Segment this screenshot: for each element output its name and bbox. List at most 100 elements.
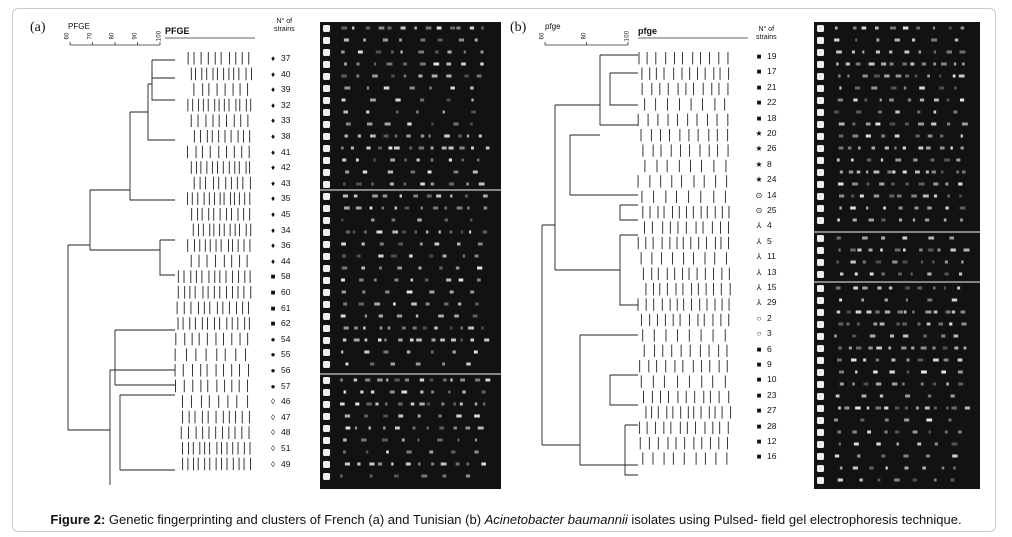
- gel-band: [438, 314, 444, 318]
- gel-band: [368, 426, 371, 430]
- gel-band: [927, 394, 932, 398]
- gel-well: [817, 477, 824, 484]
- gel-band: [342, 158, 347, 162]
- gel-band: [837, 182, 844, 186]
- gel-band: [932, 260, 935, 264]
- gel-band: [834, 38, 840, 42]
- strain-number: 6: [767, 343, 772, 354]
- gel-band: [938, 322, 944, 326]
- gel-band: [461, 158, 464, 162]
- gel-band: [384, 338, 387, 342]
- gel-band: [478, 134, 482, 138]
- gel-band: [369, 474, 373, 478]
- gel-well: [323, 413, 330, 420]
- gel-band: [884, 310, 891, 314]
- gel-well: [817, 429, 824, 436]
- gel-band: [361, 242, 365, 246]
- gel-band: [853, 98, 858, 102]
- gel-band: [922, 466, 926, 470]
- gel-band: [945, 206, 949, 210]
- gel-band: [917, 322, 921, 326]
- gel-band: [414, 230, 417, 234]
- gel-band: [866, 182, 870, 186]
- gel-band: [912, 218, 916, 222]
- gel-well: [817, 357, 824, 364]
- gel-band: [851, 50, 855, 54]
- gel-band: [915, 170, 920, 174]
- gel-band: [377, 378, 383, 382]
- gel-band: [961, 122, 968, 126]
- gel-band: [868, 346, 873, 350]
- gel-band: [472, 314, 478, 318]
- gel-band: [912, 310, 915, 314]
- gel-band: [946, 382, 949, 386]
- gel-well: [323, 301, 330, 308]
- panel-b-method-underline: [638, 37, 748, 39]
- gel-band: [458, 38, 465, 42]
- gel-band: [904, 50, 910, 54]
- gel-band: [436, 26, 442, 30]
- gel-band: [892, 170, 896, 174]
- strain-row: ■ 28: [754, 419, 777, 433]
- gel-band: [880, 248, 883, 252]
- gel-band: [962, 170, 966, 174]
- strain-row: ■ 61: [268, 301, 291, 315]
- gel-band: [429, 378, 434, 382]
- gel-band: [415, 314, 419, 318]
- gel-band: [381, 438, 388, 442]
- strain-number: 57: [281, 380, 291, 391]
- gel-band: [934, 442, 938, 446]
- strain-symbol: ■: [756, 452, 762, 462]
- gel-band: [390, 362, 395, 366]
- strain-number: 3: [767, 328, 772, 339]
- gel-band: [839, 298, 843, 302]
- gel-band: [442, 474, 447, 478]
- gel-band: [389, 182, 394, 186]
- gel-band: [434, 326, 438, 330]
- gel-band: [904, 122, 909, 126]
- strain-row: ■ 62: [268, 316, 291, 330]
- gel-band: [356, 182, 362, 186]
- gel-band: [436, 194, 442, 198]
- strain-number: 19: [767, 51, 777, 61]
- gel-band: [927, 134, 933, 138]
- gel-band: [366, 402, 372, 406]
- strain-row: ■ 18: [754, 111, 777, 125]
- gel-band: [466, 462, 470, 466]
- gel-band: [350, 146, 354, 150]
- gel-band: [400, 50, 403, 54]
- gel-band: [473, 350, 478, 354]
- strain-number: 27: [767, 405, 777, 416]
- strain-row: ♦ 41: [268, 145, 291, 159]
- strain-number: 5: [767, 235, 772, 246]
- gel-band: [446, 62, 452, 66]
- gel-band: [834, 110, 840, 114]
- gel-band: [871, 146, 876, 150]
- gel-band: [880, 158, 884, 162]
- gel-band: [353, 194, 358, 198]
- gel-well: [323, 389, 330, 396]
- gel-band: [896, 322, 900, 326]
- gel-band: [372, 194, 378, 198]
- gel-band: [394, 278, 399, 282]
- gel-band: [340, 278, 345, 282]
- gel-band: [475, 302, 479, 306]
- gel-band: [895, 110, 900, 114]
- gel-band: [471, 146, 474, 150]
- gel-band: [879, 98, 882, 102]
- gel-band: [859, 194, 864, 198]
- gel-band: [344, 62, 347, 66]
- gel-band: [378, 26, 385, 30]
- gel-band: [890, 86, 897, 90]
- strain-row: ♦ 45: [268, 207, 291, 221]
- gel-band: [917, 358, 924, 362]
- gel-band: [354, 426, 358, 430]
- gel-band: [873, 74, 880, 78]
- gel-band: [362, 290, 366, 294]
- gel-band: [947, 194, 951, 198]
- gel-band: [950, 248, 956, 252]
- gel-band: [939, 134, 944, 138]
- gel-band: [852, 134, 859, 138]
- gel-band: [383, 350, 389, 354]
- gel-band: [356, 62, 360, 66]
